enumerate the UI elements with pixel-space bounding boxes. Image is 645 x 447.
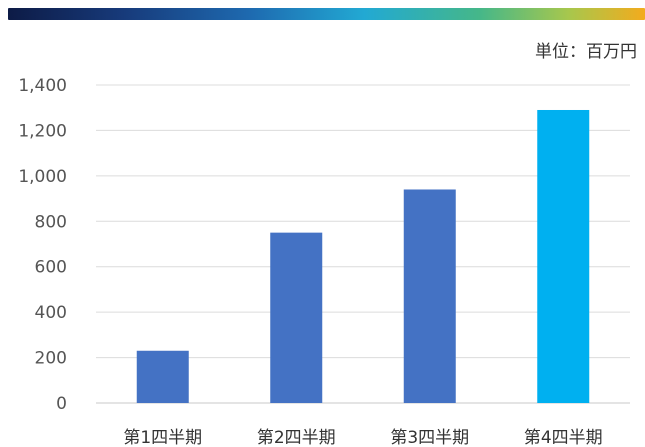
y-tick-label: 600: [35, 258, 67, 278]
y-axis: 0 200 400 600 800 1,000 1,200 1,400: [18, 76, 67, 414]
x-tick-label: 第1四半期: [123, 428, 202, 447]
y-tick-label: 1,400: [18, 76, 67, 96]
bars: [136, 109, 590, 403]
bar-1: [136, 350, 189, 403]
unit-label: 単位：百万円: [535, 42, 637, 62]
bar-3: [403, 189, 456, 403]
x-tick-label: 第2四半期: [257, 428, 336, 447]
y-tick-label: 400: [35, 303, 67, 323]
bar-2: [270, 232, 323, 403]
y-tick-label: 1,200: [18, 121, 67, 141]
bar-4: [537, 109, 590, 403]
x-tick-label: 第4四半期: [524, 428, 603, 447]
y-tick-label: 200: [35, 349, 67, 369]
gradient-header-band: [8, 8, 645, 20]
x-tick-label: 第3四半期: [390, 428, 469, 447]
x-axis: 第1四半期 第2四半期 第3四半期 第4四半期: [123, 428, 602, 447]
y-tick-label: 0: [56, 394, 67, 414]
y-tick-label: 800: [35, 212, 67, 232]
y-tick-label: 1,000: [18, 167, 67, 187]
